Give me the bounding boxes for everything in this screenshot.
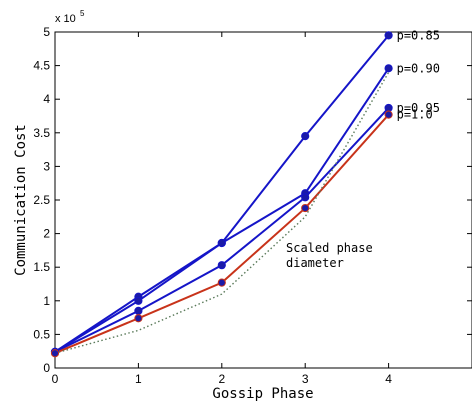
series-labels: p=0.85 p=0.90 p=0.95p=1.0 — [397, 28, 440, 121]
series-point — [217, 238, 226, 248]
plot-area — [54, 31, 472, 369]
series-point — [301, 203, 310, 213]
series-point — [301, 193, 310, 202]
series-label: p=0.95 — [397, 101, 440, 115]
x-tick-label: 2 — [218, 372, 225, 386]
series-point — [384, 64, 393, 73]
y-tick-label: 3.5 — [33, 126, 50, 140]
series-point — [134, 314, 143, 323]
y-tick-label: 1.5 — [33, 260, 50, 274]
x-tick-label: 0 — [52, 372, 59, 386]
y-tick-label: 2 — [43, 227, 50, 241]
y-tick-label: 4 — [43, 92, 50, 106]
series-line-scaled-diameter — [54, 71, 390, 354]
y-tick-label: 2.5 — [33, 193, 50, 207]
series-label: p=0.85 — [397, 28, 440, 42]
series-point — [134, 296, 143, 305]
y-tick-label: 3 — [43, 159, 50, 173]
x-tick-label: 3 — [302, 372, 309, 386]
series-point — [301, 132, 310, 141]
series-point — [384, 103, 393, 113]
x-tick-label: 1 — [135, 372, 142, 386]
y-axis-label: Communication Cost — [13, 124, 29, 276]
series-point — [384, 110, 393, 119]
annotation-line-2: diameter — [286, 256, 344, 270]
axis-ticks: 0 0.5 1 1.5 2 2.5 3 3.5 4 4.5 5 0 1 2 3 4 — [33, 25, 472, 386]
series-point — [384, 31, 393, 40]
series-point — [217, 278, 226, 287]
x-tick-label: 4 — [385, 372, 392, 386]
y-tick-label: 0 — [43, 361, 50, 375]
series-point — [217, 261, 226, 270]
annotation-line-1: Scaled phase — [286, 241, 373, 255]
y-axis-multiplier: x 10 — [55, 13, 76, 25]
series-label: p=0.90 — [397, 61, 440, 75]
y-tick-label: 1 — [43, 294, 50, 308]
y-tick-label: 4.5 — [33, 59, 50, 73]
series-point — [134, 306, 143, 315]
y-axis-multiplier-exponent: 5 — [80, 9, 85, 18]
series-point — [50, 349, 60, 358]
series-markers — [50, 31, 393, 358]
x-axis-label: Gossip Phase — [212, 386, 313, 402]
y-tick-label: 5 — [43, 25, 50, 39]
y-tick-label: 0.5 — [33, 327, 50, 341]
series-label: p=1.0 — [397, 108, 433, 122]
